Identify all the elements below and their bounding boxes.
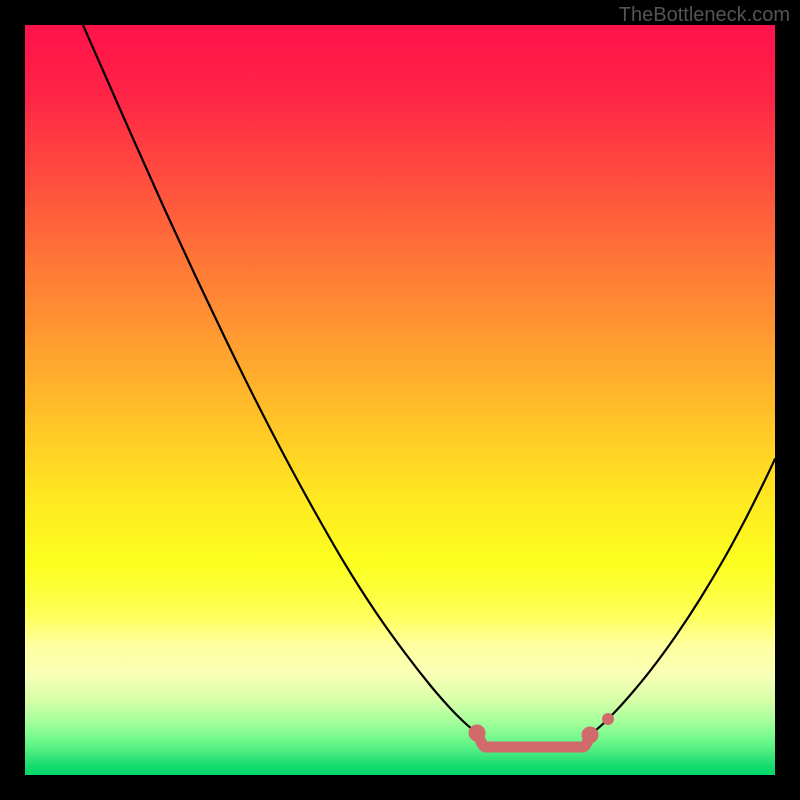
valley-bump-dot xyxy=(602,713,614,725)
curve-left xyxy=(83,25,477,733)
valley-left-endcap xyxy=(469,725,486,742)
valley-marker xyxy=(469,713,615,747)
valley-floor-stroke xyxy=(477,733,590,747)
curve-right xyxy=(590,459,775,735)
plot-area xyxy=(25,25,775,775)
watermark-text: TheBottleneck.com xyxy=(619,4,790,27)
curve-layer xyxy=(25,25,775,775)
valley-right-endcap xyxy=(582,727,599,744)
